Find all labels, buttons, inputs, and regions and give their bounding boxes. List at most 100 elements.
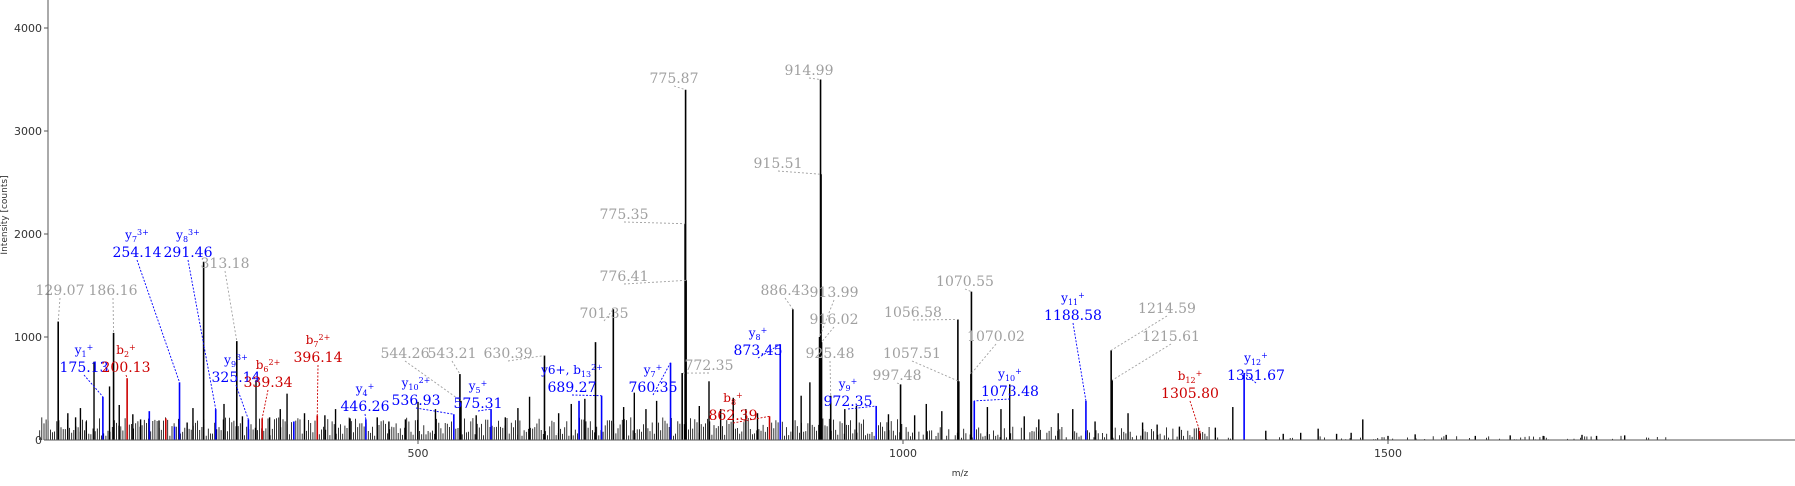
- ion-label: y7+: [643, 363, 663, 379]
- leader-line: [317, 365, 318, 415]
- y-tick-label: 1000: [14, 331, 42, 344]
- mz-label: 544.26: [381, 346, 430, 362]
- peak-annotation: y6+, b132+689.27: [540, 363, 603, 396]
- peak-annotation: 1056.58: [884, 305, 942, 321]
- mz-label: 186.16: [89, 283, 138, 299]
- peak-annotation: 886.43: [761, 283, 810, 299]
- mz-label: 775.35: [600, 207, 649, 223]
- mz-label: 254.14: [113, 245, 162, 261]
- mz-label: 575.31: [454, 396, 503, 412]
- ion-label: b62+: [256, 358, 281, 374]
- leader-line: [822, 327, 834, 342]
- leader-line: [1190, 401, 1200, 431]
- peak-annotation: b2+200.13: [102, 343, 151, 376]
- mz-label: 886.43: [761, 283, 810, 299]
- mz-label: 1070.55: [936, 274, 994, 290]
- peak-annotation: 775.35: [600, 207, 649, 223]
- peak-labels-layer: 129.07y1+175.13186.16b2+200.13y73+254.14…: [36, 63, 1285, 424]
- leader-line: [58, 298, 60, 322]
- ion-label: b72+: [306, 333, 331, 349]
- y-tick-label: 4000: [14, 22, 42, 35]
- baseline-noise-layer: [40, 417, 1666, 440]
- mz-label: 339.34: [244, 375, 293, 391]
- ion-label: y1+: [74, 343, 94, 359]
- mz-label: 1351.67: [1227, 368, 1285, 384]
- leader-line: [785, 298, 793, 309]
- mz-label: 536.93: [392, 393, 441, 409]
- mz-label: 1305.80: [1161, 386, 1219, 402]
- ion-label: b12+: [1178, 369, 1203, 385]
- ion-label: y12+: [1243, 351, 1268, 367]
- peak-annotation: 1057.51: [883, 346, 941, 362]
- mz-label: 775.87: [650, 71, 699, 87]
- ion-label: y93+: [223, 353, 248, 369]
- x-tick-label: 1000: [889, 447, 917, 460]
- peak-annotation: 775.87: [650, 71, 699, 87]
- x-tick-label: 500: [408, 447, 429, 460]
- mz-label: 1057.51: [883, 346, 941, 362]
- peak-annotation: 915.51: [754, 156, 803, 172]
- peak-annotation: 544.26: [381, 346, 430, 362]
- peak-annotation: y11+1188.58: [1044, 291, 1102, 324]
- mz-label: 772.35: [685, 358, 734, 374]
- peak-annotation: 997.48: [873, 368, 922, 384]
- ion-label: b8+: [723, 391, 742, 407]
- peak-annotation: b8+862.39: [709, 391, 758, 424]
- mz-label: 1215.61: [1142, 329, 1200, 345]
- leader-line: [830, 361, 831, 396]
- mz-label: 873.45: [734, 343, 783, 359]
- leader-line: [262, 390, 268, 418]
- y-tick-label: 0: [35, 434, 42, 447]
- ion-label: y6+, b132+: [540, 363, 603, 379]
- peak-annotation: 772.35: [685, 358, 734, 374]
- peak-annotation: y8+873.45: [734, 326, 783, 359]
- peak-annotation: b62+339.34: [244, 358, 293, 391]
- ion-label: y5+: [468, 379, 488, 395]
- mz-label: 997.48: [873, 368, 922, 384]
- peak-annotation: 1214.59: [1138, 301, 1196, 317]
- peak-annotation: 186.16: [89, 283, 138, 299]
- mz-label: 630.39: [484, 346, 533, 362]
- mz-label: 701.35: [580, 306, 629, 322]
- peak-annotation: 313.18: [201, 256, 250, 272]
- peak-annotation: 1070.02: [967, 329, 1025, 345]
- mz-label: 925.48: [806, 346, 855, 362]
- peak-annotation: y73+254.14: [113, 228, 162, 261]
- leader-line: [188, 260, 216, 409]
- leader-line: [1112, 344, 1171, 380]
- mz-label: 1188.58: [1044, 308, 1102, 324]
- peak-annotation: 916.02: [810, 312, 859, 328]
- mz-label: 1073.48: [981, 384, 1039, 400]
- peak-annotation: 1215.61: [1142, 329, 1200, 345]
- mz-label: 396.14: [294, 350, 343, 366]
- mz-label: 916.02: [810, 312, 859, 328]
- peak-annotation: b72+396.14: [294, 333, 343, 366]
- mz-label: 313.18: [201, 256, 250, 272]
- peak-annotation: 914.99: [785, 63, 834, 79]
- peak-annotation: 129.07: [36, 283, 85, 299]
- peak-annotation: 913.99: [810, 285, 859, 301]
- mz-label: 776.41: [600, 269, 649, 285]
- mz-label: 914.99: [785, 63, 834, 79]
- x-axis-title: m/z: [952, 469, 969, 479]
- ion-label: b2+: [116, 343, 135, 359]
- peak-annotation: 1070.55: [936, 274, 994, 290]
- baseline-noise: [40, 417, 1666, 440]
- peak-annotation: y10+1073.48: [981, 367, 1039, 400]
- mz-label: 129.07: [36, 283, 85, 299]
- mz-label: 200.13: [102, 360, 151, 376]
- leader-line: [1073, 323, 1086, 401]
- peak-annotation: b12+1305.80: [1161, 369, 1219, 402]
- mz-label: 760.35: [629, 380, 678, 396]
- ion-label: y11+: [1060, 291, 1085, 307]
- ion-label: y73+: [124, 228, 149, 244]
- peak-annotation: y102+536.93: [392, 376, 441, 409]
- mz-label: 913.99: [810, 285, 859, 301]
- ion-label: y10+: [997, 367, 1022, 383]
- leader-line: [971, 344, 996, 374]
- mz-label: 915.51: [754, 156, 803, 172]
